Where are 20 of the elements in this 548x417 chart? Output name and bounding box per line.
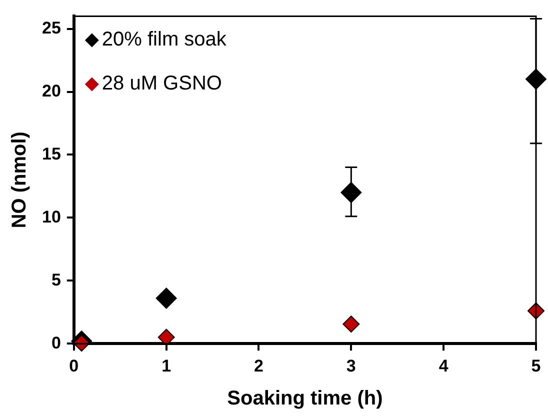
- x-tick-label: 2: [254, 356, 264, 376]
- legend-label: 28 uM GSNO: [102, 72, 222, 95]
- x-tick-label: 1: [162, 356, 172, 376]
- x-tick-label: 0: [69, 356, 79, 376]
- point: [340, 182, 362, 203]
- x-tick-label: 3: [346, 356, 356, 376]
- legend-label: 20% film soak: [102, 28, 228, 51]
- y-tick-label: 10: [42, 207, 61, 226]
- x-tick-label: 4: [438, 356, 449, 376]
- y-tick-label: 5: [51, 270, 61, 290]
- y-axis-title: NO (nmol): [8, 132, 31, 228]
- y-tick-label: 15: [42, 144, 61, 164]
- y-tick-label: 0: [51, 333, 61, 352]
- point: [158, 328, 175, 346]
- x-axis-title: Soaking time (h): [227, 388, 383, 410]
- x-tick-label: 5: [531, 356, 541, 376]
- point: [156, 288, 177, 309]
- y-tick-label: 20: [42, 81, 61, 100]
- point: [342, 316, 360, 333]
- y-tick-label: 25: [42, 18, 61, 38]
